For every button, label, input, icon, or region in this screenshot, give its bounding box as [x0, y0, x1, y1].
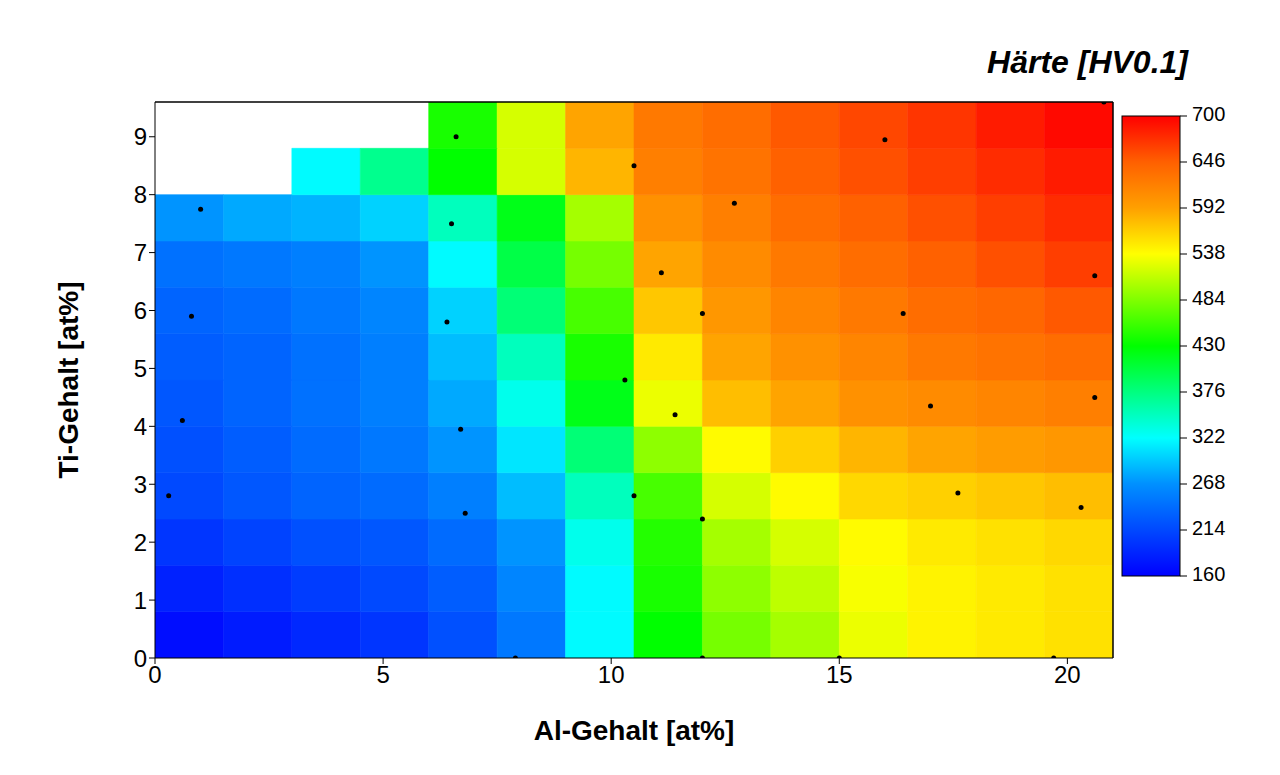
- svg-text:6: 6: [134, 297, 147, 324]
- svg-text:Ti-Gehalt [at%]: Ti-Gehalt [at%]: [53, 281, 84, 478]
- svg-text:646: 646: [1192, 149, 1225, 171]
- svg-text:20: 20: [1054, 661, 1081, 688]
- html-text:Härte [HV0.1]: Härte [HV0.1]: [987, 44, 1188, 80]
- svg-text:1: 1: [134, 587, 147, 614]
- svg-text:700: 700: [1192, 103, 1225, 125]
- svg-text:268: 268: [1192, 471, 1225, 493]
- svg-text:538: 538: [1192, 241, 1225, 263]
- svg-text:214: 214: [1192, 517, 1225, 539]
- svg-text:592: 592: [1192, 195, 1225, 217]
- svg-text:376: 376: [1192, 379, 1225, 401]
- svg-text:2: 2: [134, 529, 147, 556]
- svg-text:0: 0: [134, 645, 147, 672]
- svg-text:484: 484: [1192, 287, 1225, 309]
- svg-text:4: 4: [134, 413, 147, 440]
- svg-text:3: 3: [134, 471, 147, 498]
- svg-text:10: 10: [598, 661, 625, 688]
- svg-text:8: 8: [134, 181, 147, 208]
- svg-text:7: 7: [134, 239, 147, 266]
- svg-text:Al-Gehalt [at%]: Al-Gehalt [at%]: [534, 715, 735, 746]
- svg-text:9: 9: [134, 123, 147, 150]
- svg-text:322: 322: [1192, 425, 1225, 447]
- svg-text:160: 160: [1192, 563, 1225, 585]
- svg-text:5: 5: [134, 355, 147, 382]
- svg-text:0: 0: [148, 661, 161, 688]
- svg-text:5: 5: [376, 661, 389, 688]
- svg-text:430: 430: [1192, 333, 1225, 355]
- svg-text:15: 15: [826, 661, 853, 688]
